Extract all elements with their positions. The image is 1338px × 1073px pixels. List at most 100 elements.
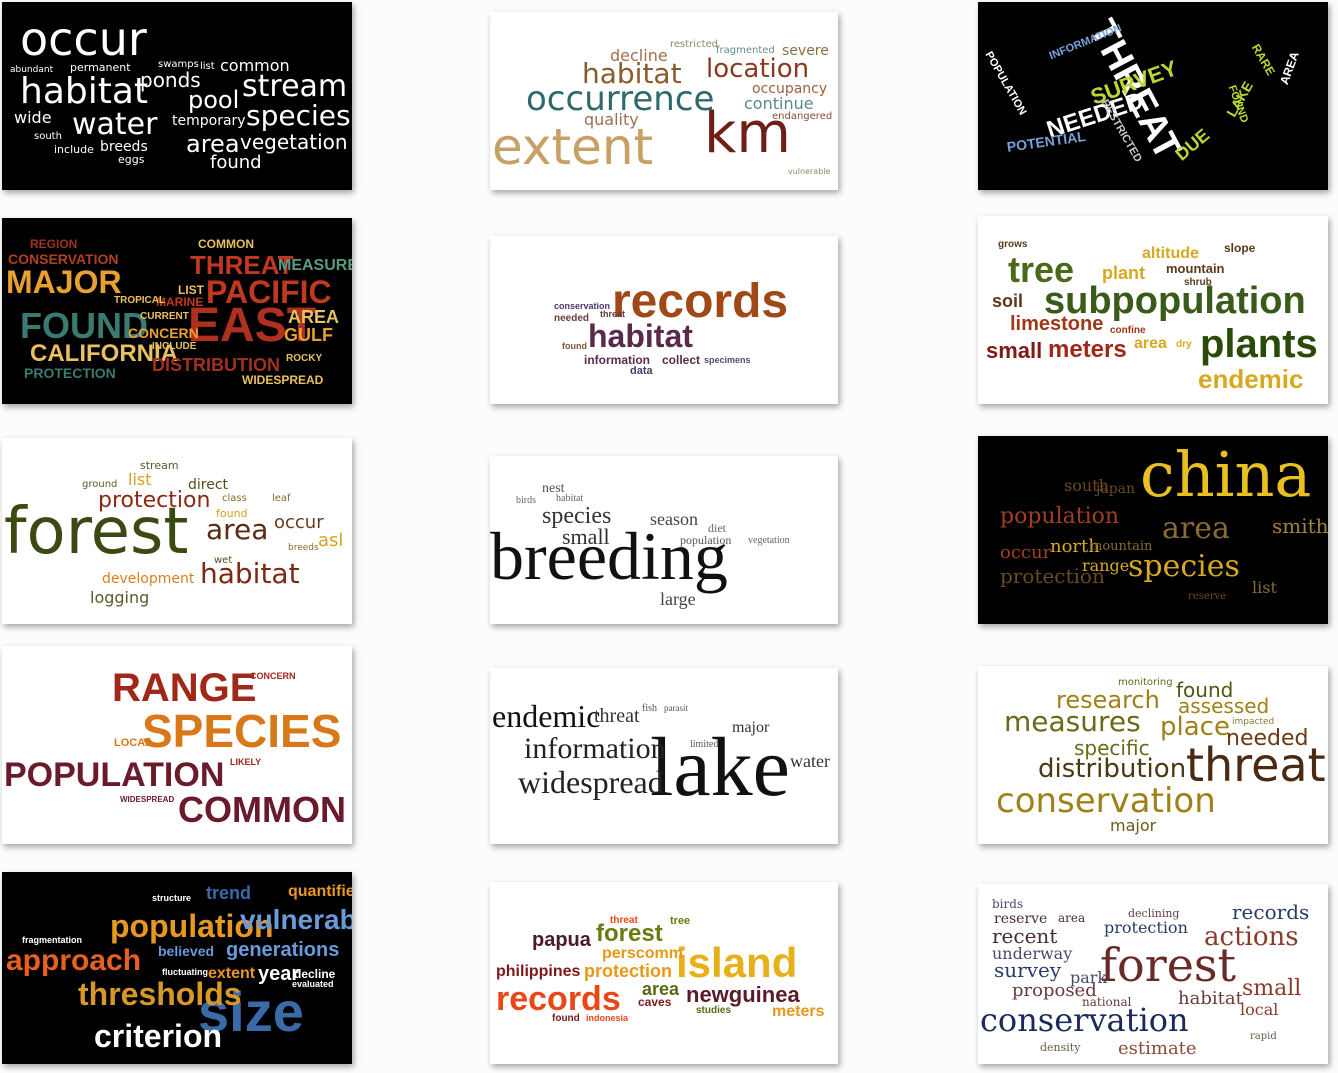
word-cloud-9: china species area population smith nort… [978,436,1328,624]
cloud-word: permanent [70,61,131,74]
cloud-word: RANGE [112,666,257,710]
cloud-word: abundant [10,65,54,75]
cloud-word: dry [1176,339,1192,350]
cloud-word: island [676,939,798,986]
cloud-word: MAJOR [6,264,122,300]
cloud-word: mountain [1090,539,1153,554]
cloud-word: conservation [996,781,1216,821]
cloud-word: needed [1226,726,1309,751]
cloud-word: POPULATION [4,756,225,794]
cloud-word: fluctuating [162,967,208,977]
cloud-word: endangered [772,111,833,122]
cloud-word: found [562,341,587,351]
cloud-word: information [524,732,666,765]
cloud-word: widespread [518,764,664,800]
cloud-word: declining [1128,907,1180,920]
cloud-word: papua [532,929,591,951]
cloud-word: stream [140,459,179,472]
cloud-word: population [1000,504,1120,529]
cloud-word: occurrence [526,79,715,119]
cloud-word: generations [226,939,340,961]
cloud-word: protection [98,488,211,513]
cloud-word: china [1140,438,1312,511]
cloud-word: national [1082,995,1132,1009]
word-cloud-6: subpopulation tree plants endemic limest… [978,216,1328,404]
cloud-word: decline [294,967,336,981]
cloud-word: eggs [118,153,145,166]
cloud-word: recent [992,924,1058,948]
cloud-word: limestone [1010,313,1104,335]
cloud-word: studies [696,1005,732,1016]
cloud-word: place [1160,712,1230,742]
cloud-word: rapid [1250,1031,1277,1042]
cloud-word: TROPICAL [114,295,166,306]
cloud-word: direct [188,477,229,493]
cloud-word: extent [208,965,256,982]
cloud-word: list [128,470,152,489]
cloud-word: km [704,101,791,166]
cloud-word: subpopulation [1044,280,1306,322]
cloud-word: thresholds [78,976,242,1012]
cloud-word: small [986,338,1043,363]
cloud-word: stream [242,69,348,104]
cloud-word: SPECIES [142,705,342,757]
cloud-word: found [216,507,248,520]
cloud-word: FOUND [20,305,148,346]
cloud-word: protection [584,961,672,981]
cloud-word: south [1064,476,1109,495]
cloud-word: LIST [178,283,204,297]
cloud-word: breeds [100,139,148,155]
cloud-word: water [790,751,830,771]
cloud-word: restricted [670,39,718,50]
cloud-word: japan [1096,481,1136,497]
cloud-word: reserve [994,911,1048,927]
word-cloud-7: forest habitat area protection occur asl… [2,438,352,624]
cloud-word: habitat [200,557,300,590]
cloud-word: measures [1004,705,1141,738]
cloud-word: continue [744,94,814,113]
cloud-word: park [1070,968,1108,987]
cloud-word: plant [1102,263,1145,283]
cloud-word: MARINE [156,295,204,309]
cloud-word: REGION [30,237,78,251]
cloud-word: threat [594,705,640,727]
cloud-word: extent [492,118,654,176]
cloud-word: THREAT [190,250,294,280]
cloud-word: habitat [1178,988,1243,1009]
cloud-word: LOCAL [114,737,152,749]
cloud-word: indonesia [586,1013,629,1023]
cloud-word: COMMON [198,237,254,251]
cloud-word: threat [1186,738,1326,792]
cloud-word: CURRENT [140,311,189,322]
word-cloud-3: THREAT SURVEY NEEDED POTENTIAL DUE POPUL… [978,2,1328,190]
cloud-word: COMMON [178,789,346,830]
cloud-word: water [72,107,158,142]
cloud-word: tree [670,915,691,927]
cloud-word: habitat [588,318,693,354]
cloud-word: occur [274,512,324,533]
cloud-word: habitat [582,57,682,90]
cloud-word: MEASURES [278,257,352,274]
cloud-word: nest [542,481,565,496]
cloud-word: plants [1200,322,1318,366]
cloud-word: found [1176,678,1234,702]
cloud-word: development [102,571,195,587]
cloud-word: severe [782,43,829,59]
cloud-word: occupancy [752,81,828,97]
cloud-word: slope [1224,241,1256,255]
word-cloud-13: size population vulnerable approach thre… [2,872,352,1064]
cloud-word: area [1134,335,1167,352]
cloud-word: parasit [664,703,688,713]
cloud-word: endemic [492,698,601,734]
cloud-word: threat [610,915,638,926]
cloud-word: area [206,513,269,546]
cloud-word: list [1252,578,1277,597]
cloud-word: mountain [1166,261,1225,276]
cloud-word: specimens [704,355,751,365]
cloud-word: year [258,963,300,985]
word-cloud-8: breeding species small season large nest… [490,456,838,624]
cloud-word: decline [610,46,668,65]
cloud-word: philippines [496,963,581,980]
cloud-word: POPULATION [982,49,1029,118]
